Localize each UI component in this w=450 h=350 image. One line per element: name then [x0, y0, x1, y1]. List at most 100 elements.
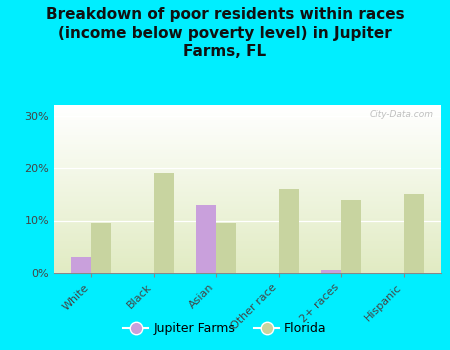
- Bar: [54, 166, 441, 167]
- Bar: [54, 150, 441, 152]
- Bar: [54, 202, 441, 204]
- Bar: [54, 231, 441, 233]
- Bar: [54, 155, 441, 157]
- Bar: [54, 260, 441, 261]
- Bar: [54, 194, 441, 196]
- Bar: [54, 206, 441, 208]
- Bar: [54, 124, 441, 125]
- Bar: [54, 140, 441, 142]
- Bar: [54, 244, 441, 246]
- Bar: [54, 251, 441, 253]
- Bar: [54, 186, 441, 187]
- Bar: [54, 214, 441, 216]
- Bar: [54, 125, 441, 127]
- Bar: [54, 261, 441, 263]
- Legend: Jupiter Farms, Florida: Jupiter Farms, Florida: [118, 317, 332, 340]
- Bar: [54, 108, 441, 110]
- Bar: [54, 159, 441, 160]
- Bar: [54, 182, 441, 184]
- Bar: [54, 187, 441, 189]
- Bar: [54, 149, 441, 150]
- Bar: [54, 144, 441, 145]
- Bar: [54, 254, 441, 256]
- Bar: [54, 139, 441, 140]
- Bar: [54, 243, 441, 244]
- Bar: [54, 113, 441, 115]
- Bar: [54, 229, 441, 231]
- Bar: [54, 271, 441, 273]
- Bar: [54, 218, 441, 219]
- Bar: [54, 164, 441, 166]
- Bar: [54, 212, 441, 214]
- Bar: [54, 181, 441, 182]
- Bar: [54, 184, 441, 186]
- Bar: [54, 268, 441, 270]
- Bar: [54, 128, 441, 130]
- Bar: [54, 134, 441, 135]
- Bar: [54, 238, 441, 239]
- Bar: [404, 194, 423, 273]
- Bar: [72, 257, 91, 273]
- Bar: [54, 234, 441, 236]
- Bar: [54, 170, 441, 172]
- Bar: [54, 248, 441, 250]
- Bar: [54, 204, 441, 206]
- Bar: [54, 115, 441, 117]
- Bar: [54, 110, 441, 112]
- Bar: [54, 226, 441, 228]
- Bar: [54, 132, 441, 134]
- Bar: [54, 266, 441, 268]
- Bar: [54, 117, 441, 118]
- Bar: [54, 201, 441, 202]
- Bar: [54, 209, 441, 211]
- Bar: [54, 233, 441, 234]
- Bar: [54, 193, 441, 194]
- Bar: [54, 162, 441, 164]
- Bar: [54, 179, 441, 181]
- Bar: [54, 223, 441, 224]
- Bar: [154, 173, 174, 273]
- Bar: [54, 172, 441, 174]
- Bar: [54, 130, 441, 132]
- Bar: [54, 241, 441, 243]
- Bar: [54, 253, 441, 254]
- Bar: [54, 174, 441, 176]
- Bar: [54, 199, 441, 201]
- Bar: [54, 142, 441, 144]
- Bar: [54, 145, 441, 147]
- Bar: [54, 219, 441, 221]
- Bar: [54, 208, 441, 209]
- Bar: [54, 169, 441, 170]
- Bar: [54, 189, 441, 191]
- Bar: [54, 221, 441, 223]
- Bar: [54, 157, 441, 159]
- Bar: [54, 216, 441, 218]
- Text: Breakdown of poor residents within races
(income below poverty level) in Jupiter: Breakdown of poor residents within races…: [46, 7, 404, 59]
- Bar: [54, 250, 441, 251]
- Bar: [91, 223, 112, 273]
- Bar: [341, 199, 361, 273]
- Bar: [54, 152, 441, 154]
- Bar: [54, 118, 441, 120]
- Bar: [54, 122, 441, 124]
- Bar: [54, 197, 441, 199]
- Bar: [54, 154, 441, 155]
- Bar: [54, 265, 441, 266]
- Bar: [54, 191, 441, 192]
- Bar: [54, 211, 441, 212]
- Bar: [54, 258, 441, 260]
- Bar: [54, 176, 441, 177]
- Bar: [54, 105, 441, 107]
- Bar: [54, 127, 441, 128]
- Bar: [54, 107, 441, 108]
- Bar: [54, 196, 441, 197]
- Bar: [54, 137, 441, 139]
- Bar: [54, 228, 441, 229]
- Bar: [54, 256, 441, 258]
- Bar: [54, 236, 441, 238]
- Bar: [54, 135, 441, 137]
- Bar: [54, 246, 441, 248]
- Bar: [54, 263, 441, 265]
- Bar: [216, 223, 236, 273]
- Bar: [321, 270, 341, 273]
